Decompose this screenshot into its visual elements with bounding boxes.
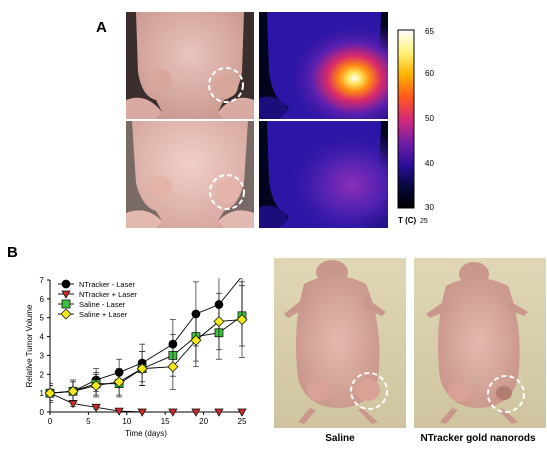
panel-b-label: B (7, 244, 18, 261)
x-tick-label: 10 (122, 417, 131, 426)
legend-label: NTracker + Laser (79, 290, 137, 299)
colorbar-tick-50: 50 (425, 114, 434, 123)
data-point (136, 363, 148, 375)
mouse-photo-ntracker (414, 258, 546, 428)
data-point (214, 408, 224, 417)
data-point (237, 408, 247, 417)
y-tick-label: 7 (40, 276, 45, 285)
temperature-colorbar: 65 60 50 40 30 25 T (C) (397, 27, 434, 225)
x-tick-label: 20 (199, 417, 208, 426)
y-tick-label: 5 (40, 314, 45, 323)
data-point (236, 314, 248, 326)
series-line-2 (50, 315, 243, 394)
caption-ntracker: NTracker gold nanorods (420, 433, 536, 444)
legend-label: NTracker - Laser (79, 280, 135, 289)
data-point (91, 403, 101, 412)
legend-marker (61, 299, 71, 309)
thermal-image-after (259, 121, 388, 228)
x-tick-label: 25 (238, 417, 247, 426)
data-point (113, 376, 125, 388)
y-tick-label: 2 (40, 370, 45, 379)
error-bar (50, 385, 53, 401)
y-axis-label: Relative Tumor Volume (25, 304, 34, 387)
x-tick-label: 0 (48, 417, 53, 426)
legend-marker (60, 308, 72, 320)
data-point (44, 387, 56, 399)
y-tick-label: 3 (40, 351, 45, 360)
y-tick-label: 1 (40, 389, 45, 398)
data-point (190, 334, 202, 346)
data-point (137, 408, 147, 417)
legend-marker (61, 279, 71, 289)
x-tick-label: 5 (86, 417, 91, 426)
legend-label: Saline + Laser (79, 310, 128, 319)
data-point (167, 361, 179, 373)
data-point (168, 408, 178, 417)
caption-saline: Saline (325, 433, 355, 444)
y-tick-label: 6 (40, 295, 45, 304)
colorbar-tick-30: 30 (425, 203, 434, 212)
colorbar-tick-65: 65 (425, 27, 434, 36)
x-axis-label: Time (days) (125, 429, 167, 438)
y-tick-label: 4 (40, 333, 45, 342)
legend-marker (61, 290, 71, 299)
x-tick-label: 15 (161, 417, 170, 426)
series-line-3 (50, 319, 243, 394)
y-tick-label: 0 (40, 408, 45, 417)
colorbar-unit-label: T (C) (398, 216, 417, 225)
data-point (191, 408, 201, 417)
colorbar-tick-60: 60 (425, 69, 434, 78)
data-point (67, 385, 79, 397)
legend-label: Saline - Laser (79, 300, 126, 309)
error-bar (50, 383, 53, 403)
colorbar-gradient (397, 29, 415, 209)
data-point (90, 380, 102, 392)
mouse-photo-before (126, 12, 254, 119)
colorbar-tick-40: 40 (425, 159, 434, 168)
data-point (213, 315, 225, 327)
mouse-photo-saline (274, 258, 406, 428)
tumor-volume-chart: 0 1 2 3 4 5 6 7 0 5 10 15 20 25 Time (days) Relative Tu… (25, 276, 248, 438)
mouse-photo-after (126, 121, 254, 228)
colorbar-tick-25: 25 (420, 218, 428, 225)
thermal-image-before (259, 12, 388, 119)
panel-a-label: A (96, 19, 107, 36)
data-point (114, 407, 124, 416)
